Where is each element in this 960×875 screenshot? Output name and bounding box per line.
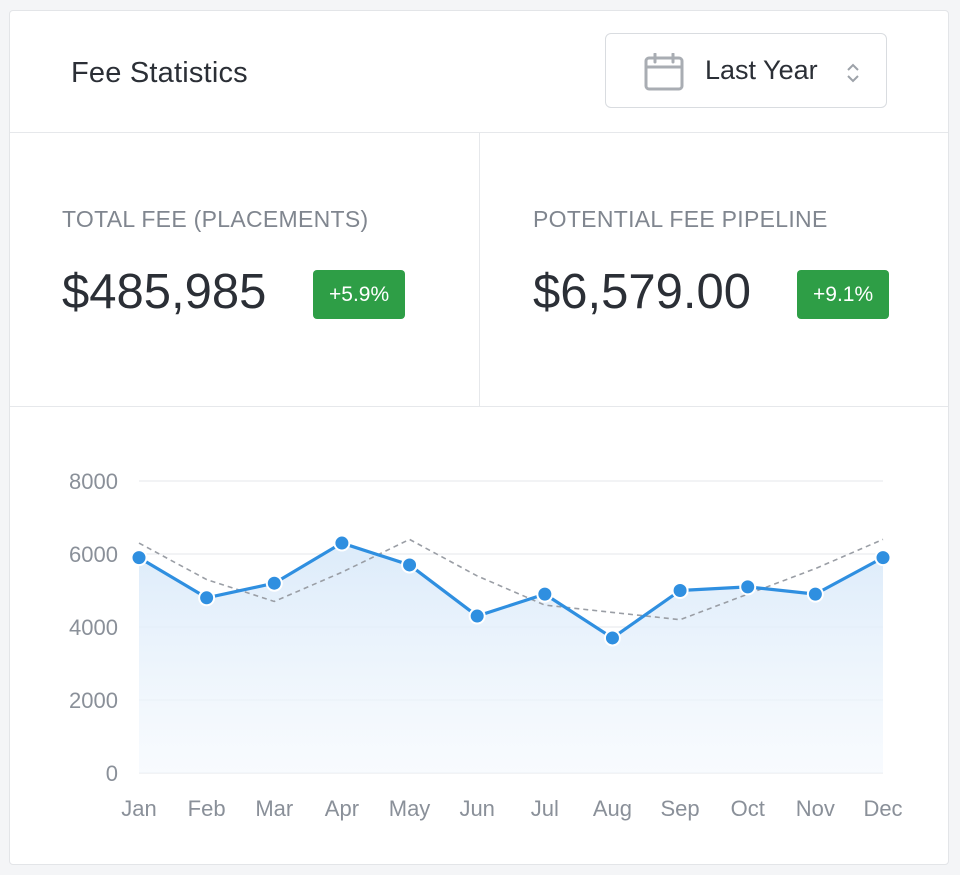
y-tick-label: 0 bbox=[106, 761, 118, 786]
data-point bbox=[130, 549, 148, 567]
calendar-icon bbox=[644, 53, 684, 91]
change-badge: +9.1% bbox=[797, 270, 890, 319]
x-tick-label: May bbox=[389, 796, 431, 821]
data-point bbox=[198, 589, 216, 607]
x-tick-label: Apr bbox=[325, 796, 359, 821]
data-point bbox=[671, 582, 689, 599]
potential-fee-pipeline-stat: POTENTIAL FEE PIPELINE $6,579.00 +9.1% bbox=[480, 133, 948, 406]
fee-statistics-card: Fee Statistics Last Year TOTAL FEE (PLAC… bbox=[9, 10, 949, 865]
stat-value: $6,579.00 bbox=[533, 265, 751, 319]
card-title: Fee Statistics bbox=[71, 57, 248, 89]
series-area bbox=[139, 543, 883, 773]
data-point bbox=[333, 534, 351, 552]
x-tick-label: Dec bbox=[863, 796, 902, 821]
y-tick-label: 8000 bbox=[69, 469, 118, 494]
chart-svg: 0 2000 4000 6000 8000 Jan Feb Mar Apr May Jun Jul Au… bbox=[69, 469, 903, 821]
change-badge: +5.9% bbox=[313, 270, 406, 319]
stat-label: TOTAL FEE (PLACEMENTS) bbox=[62, 206, 369, 232]
data-point bbox=[739, 578, 757, 596]
data-point bbox=[806, 585, 824, 603]
stat-value: $485,985 bbox=[62, 265, 267, 319]
series-line bbox=[138, 541, 884, 640]
up-down-chevron-icon bbox=[847, 63, 859, 83]
x-tick-label: Feb bbox=[188, 796, 226, 821]
x-tick-label: Aug bbox=[593, 796, 632, 821]
y-tick-label: 2000 bbox=[69, 688, 118, 713]
y-tick-label: 6000 bbox=[69, 542, 118, 567]
data-point bbox=[536, 585, 554, 603]
card-header: Fee Statistics Last Year bbox=[10, 11, 948, 133]
data-point bbox=[603, 629, 621, 647]
x-tick-label: Mar bbox=[255, 796, 293, 821]
data-point bbox=[468, 607, 486, 625]
y-tick-label: 4000 bbox=[69, 615, 118, 640]
data-point bbox=[401, 556, 419, 574]
x-tick-label: Oct bbox=[731, 796, 765, 821]
stat-label: POTENTIAL FEE PIPELINE bbox=[533, 206, 828, 232]
x-tick-label: Jun bbox=[459, 796, 494, 821]
stats-row: TOTAL FEE (PLACEMENTS) $485,985 +5.9% PO… bbox=[10, 133, 948, 407]
data-point bbox=[874, 549, 892, 567]
data-point bbox=[265, 574, 283, 592]
fee-line-chart: 0 2000 4000 6000 8000 Jan Feb Mar Apr May Jun Jul Au… bbox=[10, 407, 948, 864]
x-tick-label: Jul bbox=[531, 796, 559, 821]
x-tick-label: Jan bbox=[121, 796, 156, 821]
total-fee-stat: TOTAL FEE (PLACEMENTS) $485,985 +5.9% bbox=[10, 133, 480, 406]
comparison-series-line bbox=[138, 538, 884, 621]
x-tick-label: Sep bbox=[661, 796, 700, 821]
period-select-label: Last Year bbox=[705, 55, 818, 85]
x-tick-label: Nov bbox=[796, 796, 835, 821]
period-select[interactable]: Last Year bbox=[605, 33, 887, 108]
